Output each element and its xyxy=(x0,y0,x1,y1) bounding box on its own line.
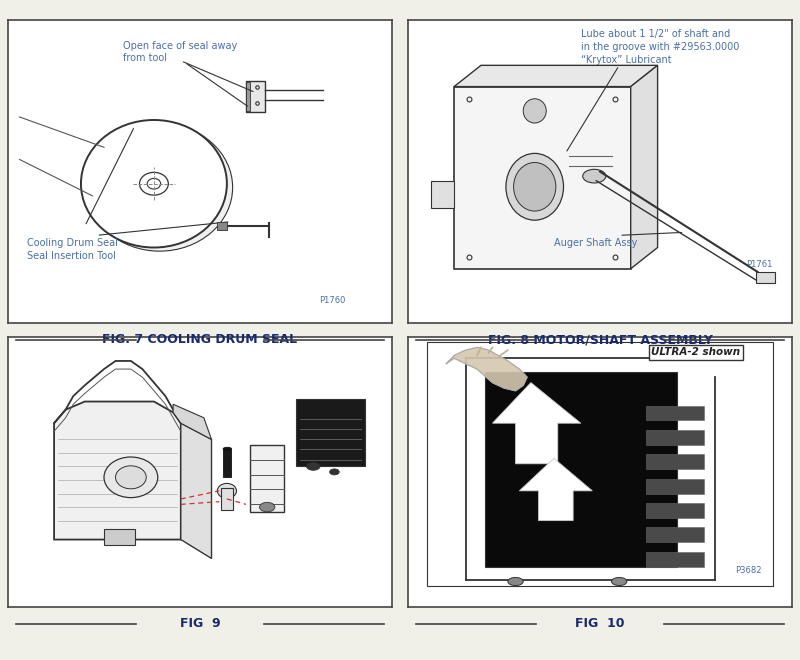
Text: Auger Shaft Assy: Auger Shaft Assy xyxy=(554,238,638,248)
Bar xyxy=(646,552,704,566)
Bar xyxy=(646,430,704,445)
Bar xyxy=(646,454,704,469)
Bar xyxy=(296,399,365,467)
Bar xyxy=(218,222,227,230)
Ellipse shape xyxy=(104,457,158,498)
Text: Open face of seal away
from tool: Open face of seal away from tool xyxy=(123,41,238,63)
Text: FIG. 7 COOLING DRUM SEAL: FIG. 7 COOLING DRUM SEAL xyxy=(102,333,298,346)
Bar xyxy=(646,527,704,543)
Text: ULTRA-2 shown: ULTRA-2 shown xyxy=(651,347,741,358)
Ellipse shape xyxy=(306,463,320,471)
Text: P3682: P3682 xyxy=(734,566,762,575)
Bar xyxy=(104,529,134,545)
Bar xyxy=(755,272,774,283)
Text: FIG  10: FIG 10 xyxy=(575,617,625,630)
Ellipse shape xyxy=(330,469,339,475)
Bar xyxy=(646,503,704,518)
Ellipse shape xyxy=(86,123,233,251)
Polygon shape xyxy=(173,404,211,440)
Polygon shape xyxy=(181,423,211,558)
Text: Lube about 1 1/2" of shaft and
in the groove with #29563.0000
“Krytox” Lubricant: Lube about 1 1/2" of shaft and in the gr… xyxy=(581,29,739,65)
Ellipse shape xyxy=(611,578,627,585)
Ellipse shape xyxy=(218,483,237,498)
Bar xyxy=(246,82,250,111)
Text: P1760: P1760 xyxy=(319,296,346,305)
Bar xyxy=(646,406,704,420)
Bar xyxy=(221,488,233,510)
Polygon shape xyxy=(454,65,658,86)
Bar xyxy=(431,181,454,208)
Ellipse shape xyxy=(523,99,546,123)
Bar xyxy=(246,81,266,112)
Polygon shape xyxy=(454,86,630,269)
Text: FIG. 8 MOTOR/SHAFT ASSEMBLY: FIG. 8 MOTOR/SHAFT ASSEMBLY xyxy=(487,333,713,346)
Polygon shape xyxy=(446,347,527,391)
Ellipse shape xyxy=(223,447,231,451)
Polygon shape xyxy=(519,458,592,521)
Ellipse shape xyxy=(81,120,227,248)
Ellipse shape xyxy=(508,578,523,585)
Ellipse shape xyxy=(582,170,606,183)
Ellipse shape xyxy=(115,466,146,489)
Polygon shape xyxy=(54,401,181,540)
Ellipse shape xyxy=(514,162,556,211)
Text: P1761: P1761 xyxy=(746,260,773,269)
Polygon shape xyxy=(493,383,581,464)
Ellipse shape xyxy=(259,502,275,512)
Bar xyxy=(223,449,231,477)
Bar xyxy=(250,445,285,512)
Bar xyxy=(485,372,677,566)
Ellipse shape xyxy=(506,153,563,220)
Text: Cooling Drum Seal
Seal Insertion Tool: Cooling Drum Seal Seal Insertion Tool xyxy=(27,238,118,261)
Bar xyxy=(646,478,704,494)
Polygon shape xyxy=(630,65,658,269)
Text: FIG  9: FIG 9 xyxy=(180,617,220,630)
